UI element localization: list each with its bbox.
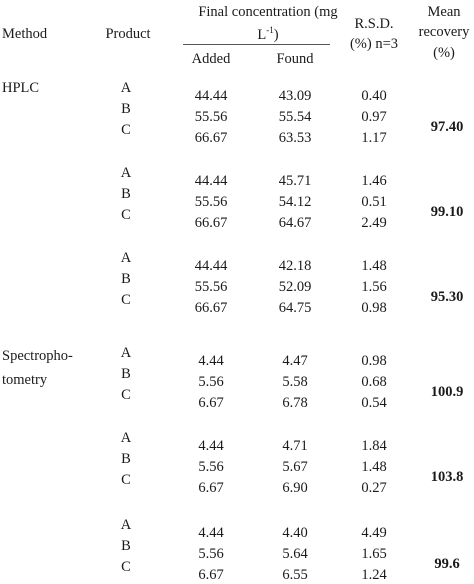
product-label: A [120, 430, 132, 446]
found-value: 64.67 [278, 215, 312, 231]
product-label: A [120, 250, 132, 266]
header-rule [183, 44, 330, 45]
method-hplc: HPLC [2, 80, 40, 96]
header-final-conc-sup: -1 [266, 25, 274, 35]
added-value: 4.44 [198, 525, 224, 541]
added-value: 55.56 [194, 194, 228, 210]
product-label: C [121, 559, 131, 575]
added-value: 6.67 [198, 567, 224, 583]
found-value: 5.64 [282, 546, 308, 562]
product-label: A [120, 345, 132, 361]
found-value: 6.78 [282, 395, 308, 411]
added-value: 4.44 [198, 353, 224, 369]
product-label: B [121, 101, 131, 117]
product-label: B [121, 271, 131, 287]
added-value: 5.56 [198, 374, 224, 390]
found-value: 55.54 [278, 109, 312, 125]
header-mean-line1: Mean [427, 4, 461, 20]
mean-recovery-value: 99.6 [434, 556, 460, 572]
added-value: 5.56 [198, 546, 224, 562]
rsd-value: 0.98 [361, 300, 387, 316]
mean-recovery-value: 97.40 [430, 119, 464, 135]
added-value: 5.56 [198, 459, 224, 475]
rsd-value: 0.27 [361, 480, 387, 496]
product-label: B [121, 366, 131, 382]
found-value: 4.47 [282, 353, 308, 369]
rsd-value: 1.84 [361, 438, 387, 454]
header-method: Method [2, 26, 48, 42]
header-product: Product [105, 26, 151, 42]
header-added: Added [191, 51, 231, 67]
product-label: A [120, 165, 132, 181]
product-label: A [120, 80, 132, 96]
method-spectro-line2: tometry [2, 372, 48, 388]
found-value: 6.90 [282, 480, 308, 496]
rsd-value: 0.97 [361, 109, 387, 125]
rsd-value: 0.98 [361, 353, 387, 369]
header-rsd-line2: (%) n=3 [349, 36, 399, 52]
rsd-value: 0.68 [361, 374, 387, 390]
found-value: 4.40 [282, 525, 308, 541]
rsd-value: 0.51 [361, 194, 387, 210]
rsd-value: 1.24 [361, 567, 387, 583]
rsd-value: 1.48 [361, 258, 387, 274]
rsd-value: 0.54 [361, 395, 387, 411]
rsd-value: 1.65 [361, 546, 387, 562]
rsd-value: 1.46 [361, 173, 387, 189]
header-rsd-line1: R.S.D. [354, 16, 394, 32]
product-label: C [121, 207, 131, 223]
rsd-value: 1.17 [361, 130, 387, 146]
added-value: 44.44 [194, 173, 228, 189]
product-label: B [121, 538, 131, 554]
found-value: 6.55 [282, 567, 308, 583]
product-label: C [121, 472, 131, 488]
method-spectro-line1: Spectropho- [2, 348, 73, 364]
product-label: B [121, 186, 131, 202]
added-value: 6.67 [198, 395, 224, 411]
rsd-value: 2.49 [361, 215, 387, 231]
rsd-value: 1.48 [361, 459, 387, 475]
mean-recovery-value: 100.9 [430, 384, 464, 400]
header-final-conc-unit: L [257, 26, 267, 43]
product-label: C [121, 387, 131, 403]
rsd-value: 4.49 [361, 525, 387, 541]
added-value: 6.67 [198, 480, 224, 496]
header-mean-line2: recovery [418, 24, 470, 40]
found-value: 45.71 [278, 173, 312, 189]
mean-recovery-value: 95.30 [430, 289, 464, 305]
found-value: 54.12 [278, 194, 312, 210]
found-value: 43.09 [278, 88, 312, 104]
header-final-conc-close: ) [273, 26, 279, 43]
product-label: A [120, 517, 132, 533]
product-label: C [121, 292, 131, 308]
found-value: 42.18 [278, 258, 312, 274]
found-value: 5.67 [282, 459, 308, 475]
added-value: 44.44 [194, 258, 228, 274]
added-value: 55.56 [194, 109, 228, 125]
header-final-concentration-line2: L-1) [257, 22, 278, 44]
found-value: 52.09 [278, 279, 312, 295]
found-value: 63.53 [278, 130, 312, 146]
header-final-concentration-line1: Final concentration (mg [198, 4, 338, 20]
product-label: C [121, 122, 131, 138]
added-value: 55.56 [194, 279, 228, 295]
product-label: B [121, 451, 131, 467]
added-value: 4.44 [198, 438, 224, 454]
header-mean-line3: (%) [433, 45, 455, 61]
added-value: 44.44 [194, 88, 228, 104]
added-value: 66.67 [194, 130, 228, 146]
added-value: 66.67 [194, 215, 228, 231]
header-found: Found [276, 51, 314, 67]
added-value: 66.67 [194, 300, 228, 316]
rsd-value: 0.40 [361, 88, 387, 104]
rsd-value: 1.56 [361, 279, 387, 295]
mean-recovery-value: 99.10 [430, 204, 464, 220]
found-value: 5.58 [282, 374, 308, 390]
found-value: 64.75 [278, 300, 312, 316]
found-value: 4.71 [282, 438, 308, 454]
mean-recovery-value: 103.8 [430, 469, 464, 485]
